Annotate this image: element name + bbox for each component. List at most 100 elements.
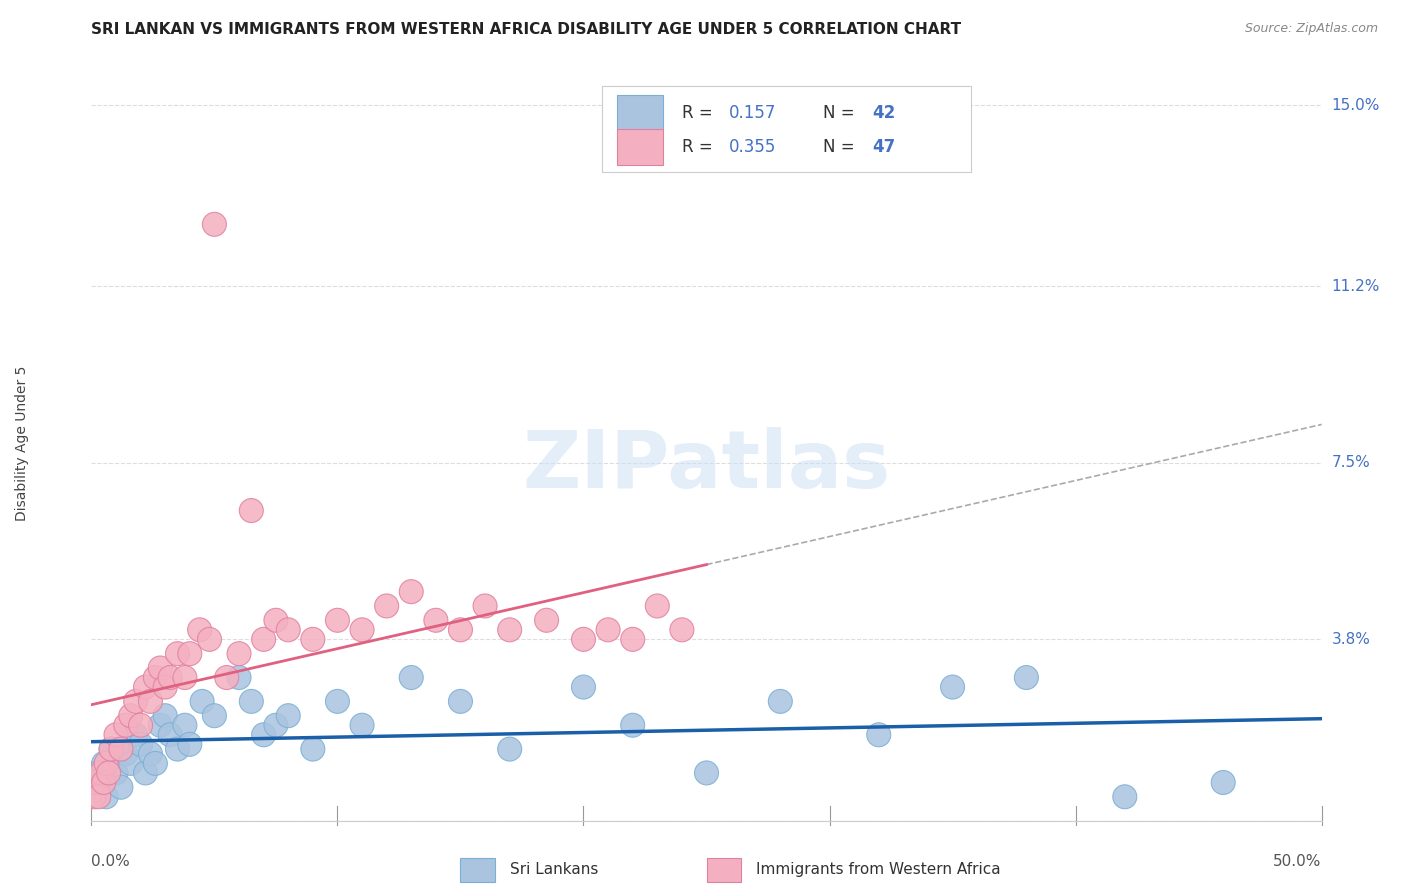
Ellipse shape: [91, 751, 115, 775]
Ellipse shape: [264, 714, 288, 737]
Ellipse shape: [104, 761, 128, 785]
Ellipse shape: [91, 771, 115, 795]
Ellipse shape: [669, 618, 695, 642]
Ellipse shape: [325, 690, 350, 714]
FancyBboxPatch shape: [460, 857, 495, 881]
Ellipse shape: [157, 723, 183, 747]
Ellipse shape: [596, 618, 620, 642]
Ellipse shape: [128, 732, 153, 756]
Ellipse shape: [94, 785, 118, 809]
Ellipse shape: [138, 742, 163, 766]
Ellipse shape: [153, 675, 177, 699]
Text: 11.2%: 11.2%: [1331, 279, 1379, 293]
Ellipse shape: [128, 714, 153, 737]
Ellipse shape: [143, 665, 167, 690]
Ellipse shape: [114, 742, 138, 766]
Ellipse shape: [620, 627, 645, 651]
Ellipse shape: [941, 675, 965, 699]
Ellipse shape: [350, 618, 374, 642]
FancyBboxPatch shape: [602, 86, 972, 172]
Ellipse shape: [97, 761, 121, 785]
Ellipse shape: [108, 737, 134, 761]
Text: Sri Lankans: Sri Lankans: [509, 863, 598, 877]
Ellipse shape: [118, 704, 143, 728]
Text: N =: N =: [824, 137, 860, 156]
Ellipse shape: [190, 690, 214, 714]
Ellipse shape: [82, 785, 105, 809]
Ellipse shape: [87, 785, 111, 809]
Ellipse shape: [534, 608, 558, 632]
Ellipse shape: [124, 690, 148, 714]
Ellipse shape: [202, 212, 226, 236]
Ellipse shape: [148, 714, 173, 737]
Ellipse shape: [98, 737, 124, 761]
Text: 3.8%: 3.8%: [1331, 632, 1371, 647]
FancyBboxPatch shape: [617, 95, 664, 131]
Text: 7.5%: 7.5%: [1331, 455, 1371, 470]
Text: N =: N =: [824, 103, 860, 122]
Text: 42: 42: [873, 103, 896, 122]
Ellipse shape: [620, 714, 645, 737]
Ellipse shape: [645, 594, 669, 618]
Text: Source: ZipAtlas.com: Source: ZipAtlas.com: [1244, 22, 1378, 36]
Ellipse shape: [89, 761, 114, 785]
Ellipse shape: [276, 618, 301, 642]
Ellipse shape: [157, 665, 183, 690]
Ellipse shape: [252, 723, 276, 747]
Ellipse shape: [177, 641, 202, 665]
Ellipse shape: [148, 656, 173, 680]
Ellipse shape: [166, 737, 190, 761]
Ellipse shape: [399, 580, 423, 604]
Ellipse shape: [118, 751, 143, 775]
Ellipse shape: [472, 594, 498, 618]
Text: R =: R =: [682, 137, 718, 156]
Ellipse shape: [143, 751, 167, 775]
Ellipse shape: [114, 714, 138, 737]
Ellipse shape: [84, 771, 108, 795]
Ellipse shape: [226, 641, 252, 665]
Ellipse shape: [177, 732, 202, 756]
Text: 50.0%: 50.0%: [1274, 854, 1322, 869]
FancyBboxPatch shape: [617, 128, 664, 165]
Ellipse shape: [173, 665, 197, 690]
Ellipse shape: [449, 690, 472, 714]
Ellipse shape: [498, 737, 522, 761]
Text: R =: R =: [682, 103, 718, 122]
Ellipse shape: [571, 627, 596, 651]
Ellipse shape: [153, 704, 177, 728]
Text: ZIPatlas: ZIPatlas: [523, 427, 890, 506]
Ellipse shape: [239, 690, 263, 714]
Ellipse shape: [197, 627, 222, 651]
Ellipse shape: [138, 690, 163, 714]
Ellipse shape: [325, 608, 350, 632]
Text: SRI LANKAN VS IMMIGRANTS FROM WESTERN AFRICA DISABILITY AGE UNDER 5 CORRELATION : SRI LANKAN VS IMMIGRANTS FROM WESTERN AF…: [91, 22, 962, 37]
Text: 47: 47: [873, 137, 896, 156]
Text: 15.0%: 15.0%: [1331, 97, 1379, 112]
Ellipse shape: [252, 627, 276, 651]
Ellipse shape: [134, 761, 157, 785]
Ellipse shape: [215, 665, 239, 690]
Ellipse shape: [166, 641, 190, 665]
Text: 0.157: 0.157: [728, 103, 776, 122]
Ellipse shape: [449, 618, 472, 642]
Ellipse shape: [202, 704, 226, 728]
Ellipse shape: [134, 675, 157, 699]
Ellipse shape: [301, 737, 325, 761]
Ellipse shape: [423, 608, 449, 632]
Ellipse shape: [94, 751, 118, 775]
Ellipse shape: [350, 714, 374, 737]
Ellipse shape: [104, 723, 128, 747]
Ellipse shape: [264, 608, 288, 632]
Ellipse shape: [98, 737, 124, 761]
Ellipse shape: [187, 618, 212, 642]
Ellipse shape: [226, 665, 252, 690]
Ellipse shape: [498, 618, 522, 642]
Ellipse shape: [1112, 785, 1137, 809]
Ellipse shape: [1014, 665, 1039, 690]
Ellipse shape: [84, 761, 108, 785]
Ellipse shape: [276, 704, 301, 728]
Ellipse shape: [173, 714, 197, 737]
Ellipse shape: [239, 499, 263, 523]
Ellipse shape: [571, 675, 596, 699]
Text: Disability Age Under 5: Disability Age Under 5: [15, 366, 30, 522]
